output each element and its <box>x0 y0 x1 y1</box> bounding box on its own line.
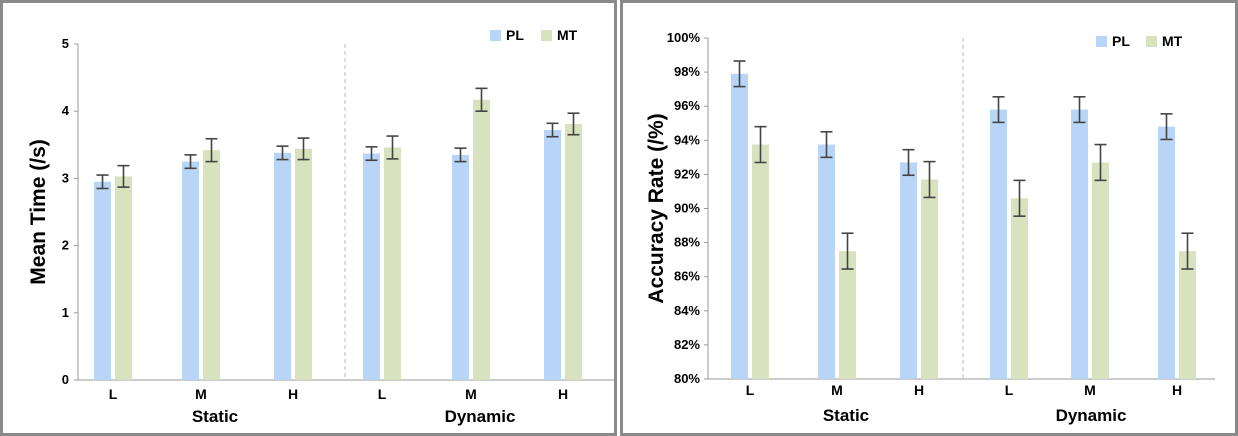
x-group-label: Dynamic <box>1056 406 1127 425</box>
bar-mt-3 <box>384 147 401 380</box>
x-category-label: L <box>746 382 755 398</box>
bar-pl-5 <box>544 130 561 380</box>
x-category-label: H <box>558 386 568 402</box>
legend-swatch-pl <box>490 30 501 41</box>
bar-pl-0 <box>731 73 748 380</box>
bar-pl-2 <box>274 152 291 380</box>
bar-mt-4 <box>473 99 490 380</box>
bar-mt-1 <box>839 251 856 379</box>
accuracy-rate-chart-panel: Accuracy Rate (/%) 80% 82% 84% 86% 88% 90% 92% 9… <box>620 0 1238 436</box>
x-category-label: L <box>378 386 387 402</box>
legend-label-mt: MT <box>557 27 578 43</box>
legend-label-pl: PL <box>1112 33 1130 49</box>
y-tick-label: 96% <box>674 98 700 113</box>
bar-mt-2 <box>295 148 312 380</box>
y-tick-label: 84% <box>674 303 700 318</box>
y-tick-label: 88% <box>674 235 700 250</box>
x-category-label: H <box>914 382 924 398</box>
bar-mt-4 <box>1092 162 1109 379</box>
mean-time-chart-panel: Mean Time (/s) 0 1 2 3 4 5 L M H L M H Static Dynamic P… <box>0 0 617 436</box>
bar-pl-4 <box>452 154 469 380</box>
bar-mt-1 <box>203 150 220 380</box>
x-group-label: Static <box>192 407 238 426</box>
legend-swatch-mt <box>1146 36 1157 47</box>
y-tick-label: 0 <box>62 372 69 387</box>
mean-time-chart: Mean Time (/s) 0 1 2 3 4 5 L M H L M H Static Dynamic P… <box>27 27 614 426</box>
bar-pl-2 <box>900 162 917 379</box>
x-category-label: M <box>1084 382 1096 398</box>
bar-mt-0 <box>752 144 769 379</box>
bar-mt-0 <box>115 176 132 380</box>
x-category-label: M <box>831 382 843 398</box>
legend-label-mt: MT <box>1162 33 1183 49</box>
bar-pl-1 <box>818 144 835 379</box>
y-tick-label: 1 <box>62 305 69 320</box>
x-category-label: L <box>1005 382 1014 398</box>
y-tick-label: 3 <box>62 170 69 185</box>
legend-swatch-mt <box>541 30 552 41</box>
y-tick-label: 5 <box>62 36 69 51</box>
bar-mt-3 <box>1011 198 1028 379</box>
accuracy-rate-chart: Accuracy Rate (/%) 80% 82% 84% 86% 88% 90% 92% 9… <box>645 30 1215 425</box>
x-category-label: L <box>109 386 118 402</box>
y-tick-label: 92% <box>674 166 700 181</box>
y-axis-label: Mean Time (/s) <box>27 139 50 284</box>
bar-pl-0 <box>94 181 111 380</box>
y-tick-label: 2 <box>62 238 69 253</box>
y-tick-label: 98% <box>674 64 700 79</box>
y-tick-label: 4 <box>62 103 70 118</box>
legend-swatch-pl <box>1096 36 1107 47</box>
y-tick-label: 82% <box>674 337 700 352</box>
bar-pl-3 <box>363 153 380 380</box>
bar-pl-1 <box>182 161 199 380</box>
x-category-label: M <box>465 386 477 402</box>
x-group-label: Static <box>823 406 869 425</box>
bar-pl-4 <box>1071 109 1088 380</box>
y-tick-label: 100% <box>667 30 701 45</box>
bar-pl-3 <box>990 109 1007 380</box>
bar-mt-5 <box>565 123 582 380</box>
bar-pl-5 <box>1158 126 1175 379</box>
x-category-label: H <box>1172 382 1182 398</box>
bar-mt-5 <box>1179 251 1196 379</box>
y-tick-label: 94% <box>674 132 700 147</box>
y-axis-label: Accuracy Rate (/%) <box>645 113 668 303</box>
y-tick-label: 86% <box>674 269 700 284</box>
x-group-label: Dynamic <box>445 407 516 426</box>
legend-label-pl: PL <box>506 27 524 43</box>
y-tick-label: 80% <box>674 371 700 386</box>
y-tick-label: 90% <box>674 201 700 216</box>
x-category-label: M <box>195 386 207 402</box>
bar-mt-2 <box>921 179 938 379</box>
x-category-label: H <box>288 386 298 402</box>
